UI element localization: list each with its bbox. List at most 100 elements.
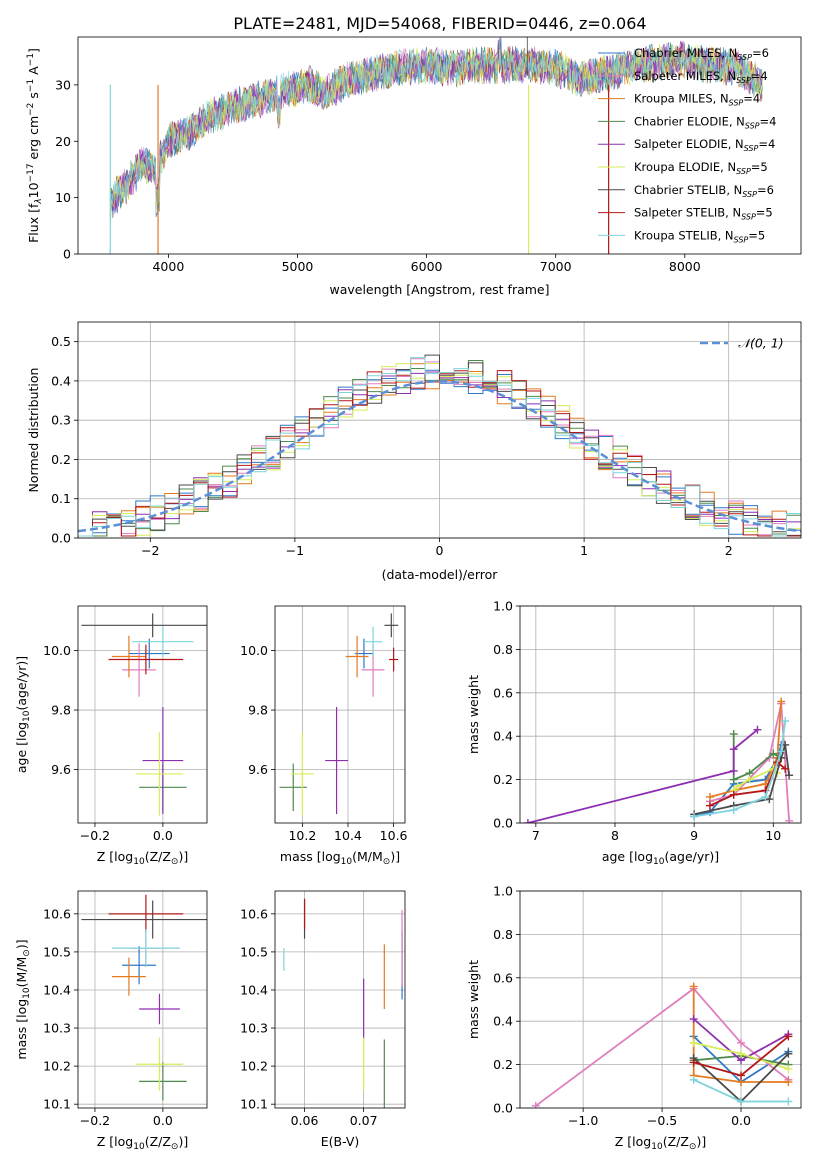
errorbar-salpeter-elodie: [142, 707, 184, 815]
y-tick-label: 0.4: [493, 1014, 513, 1029]
x-tick-label: 8: [611, 828, 619, 843]
histogram-kroupa-stelib: [78, 357, 801, 538]
x-tick-label: −0.5: [647, 1113, 677, 1128]
plot-area: [283, 898, 403, 1108]
axes-frame: [77, 321, 802, 539]
y-tick-label: 10.0: [240, 643, 268, 658]
y-tick-label: 10.5: [43, 944, 71, 959]
errorbar-kroupa-stelib: [132, 626, 194, 657]
series-marker: [689, 982, 698, 991]
errorbar-salpeter-stelib: [389, 647, 399, 672]
x-tick-label: −0.2: [80, 828, 110, 843]
y-tick-label: 0.5: [51, 334, 71, 349]
spectrum-kroupa-stelib: [110, 45, 763, 216]
mass-weight-vs-metallicity-panel: −1.0 −0.5 0.0 0.0 0.2 0.4 0.6 0.8 1.0 Z [log10​(Z…: [466, 884, 802, 1152]
y-tick-label: 1.0: [493, 884, 513, 899]
legend-entry-gaussian: 𝒩(0, 1): [738, 336, 784, 351]
x-tick-label: 10: [765, 828, 781, 843]
x-axis-label: (data-model)/error: [382, 567, 499, 582]
plot-area: [531, 982, 793, 1108]
y-tick-label: 0.8: [493, 642, 513, 657]
series-marker: [737, 1071, 746, 1080]
age-vs-mass-panel: 10.2 10.4 10.6 9.6 9.8 10.0 mass [log10​(M/M⊙​…: [240, 605, 408, 867]
x-tick-label: 0: [436, 543, 444, 558]
errorbar-salpeter-stelib: [108, 894, 184, 933]
errorbar-salpeter-elodie: [325, 707, 348, 815]
series-marker: [784, 1077, 793, 1086]
series-marker: [777, 697, 786, 706]
y-tick-label: 10.0: [43, 643, 71, 658]
axes-frame: [519, 605, 802, 824]
y-tick-label: 0.0: [51, 531, 71, 546]
y-tick-label: 9.6: [248, 762, 268, 777]
x-tick-label: 7: [532, 828, 540, 843]
y-axis-label: Normed distribution: [26, 368, 41, 493]
series-salpeter-elodie: [523, 725, 762, 823]
x-tick-label: −0.2: [80, 1113, 110, 1128]
y-axis-label: Flux [fλ10−17 erg cm−2 s−1 A−1]: [26, 48, 44, 243]
mass-weight-vs-age-panel: 7 8 9 10 0.0 0.2 0.4 0.6 0.8 1.0 age [log10​(age/y…: [466, 599, 802, 867]
y-tick-label: 0.2: [493, 772, 513, 787]
series-marker: [523, 819, 532, 823]
gaussian-reference-curve: [78, 380, 801, 533]
legend-entry-kroupa-stelib: Kroupa STELIB, NSSP=5: [634, 228, 765, 244]
y-tick-label: 0.2: [51, 452, 71, 467]
y-tick-label: 0.0: [493, 1101, 513, 1116]
spectrum-title: PLATE=2481, MJD=54068, FIBERID=0446, z=0…: [233, 14, 646, 33]
series-marker: [729, 745, 738, 754]
x-axis-label: Z [log10​(Z/Z⊙​)]: [97, 849, 188, 867]
x-tick-label: 8000: [669, 259, 701, 274]
mass-vs-metallicity-panel: −0.2 0.0 10.1 10.2 10.3 10.4 10.5 10.6 Z [log10​…: [14, 890, 208, 1152]
y-axis-label: mass weight: [466, 675, 481, 754]
age-vs-metallicity-panel: −0.2 0.0 9.6 9.8 10.0 Z [log10​(Z/Z⊙​)] age [l…: [14, 605, 208, 867]
errorbar-kroupa-stelib: [111, 929, 180, 968]
plot-area: [279, 613, 399, 816]
x-axis-label: Z [log10​(Z/Z⊙​)]: [97, 1134, 188, 1152]
series-kroupa-stelib: [689, 1075, 793, 1106]
x-axis-label: age [log10​(age/yr)]: [602, 849, 719, 867]
series-marker: [753, 725, 762, 734]
series-marker: [729, 730, 738, 739]
legend-entry-kroupa-miles: Kroupa MILES, NSSP=4: [634, 92, 760, 108]
errorbar-salpeter-stelib: [108, 644, 184, 675]
series-marker: [781, 717, 790, 726]
legend-entry-salpeter-stelib: Salpeter STELIB, NSSP=5: [634, 206, 773, 222]
y-tick-label: 9.8: [51, 703, 71, 718]
errorbar-kroupa-elodie: [290, 732, 314, 816]
mass-vs-ebv-panel: 0.06 0.07 10.1 10.2 10.3 10.4 10.5 10.6 E(B-V): [240, 890, 406, 1149]
series-marker: [769, 749, 778, 758]
legend-entry-salpeter-elodie: Salpeter ELODIE, NSSP=4: [634, 137, 775, 153]
y-tick-label: 10.3: [43, 1021, 71, 1036]
series-marker: [784, 1032, 793, 1041]
y-tick-label: 10.2: [240, 1059, 268, 1074]
series-kroupa-stelib: [690, 717, 790, 821]
spectrum-salpeter-elodie: [110, 41, 763, 222]
x-tick-label: 0.07: [350, 1113, 378, 1128]
axes-frame: [519, 890, 802, 1109]
legend-entry-salpeter-miles: Salpeter MILES, NSSP=4: [634, 69, 768, 85]
y-axis-label: age [log10​(age/yr)]: [14, 656, 32, 773]
x-axis-label: wavelength [Angstrom, rest frame]: [329, 282, 549, 297]
series-marker: [689, 1015, 698, 1024]
plot-area: [109, 37, 763, 254]
y-tick-label: 0.0: [493, 816, 513, 831]
x-tick-label: 0.0: [153, 1113, 173, 1128]
y-tick-label: 10.5: [240, 944, 268, 959]
legend-entry-chabrier-miles: Chabrier MILES, NSSP=6: [634, 46, 769, 62]
series-marker: [705, 792, 714, 801]
series-marker: [784, 1064, 793, 1073]
y-tick-label: 0: [63, 247, 71, 262]
x-tick-label: 10.2: [288, 828, 316, 843]
y-tick-label: 0.4: [493, 729, 513, 744]
x-tick-label: 9: [690, 828, 698, 843]
y-tick-label: 10.6: [43, 906, 71, 921]
y-tick-label: 0.6: [493, 970, 513, 985]
series-salpeter-stelib: [689, 1032, 793, 1080]
axes-frame: [77, 890, 208, 1109]
y-tick-label: 0.1: [51, 491, 71, 506]
y-tick-label: 10.1: [240, 1097, 268, 1112]
series-marker: [781, 764, 790, 773]
errorbar-kroupa-miles: [345, 635, 369, 678]
legend-entry-chabrier-elodie: Chabrier ELODIE, NSSP=4: [634, 114, 776, 130]
